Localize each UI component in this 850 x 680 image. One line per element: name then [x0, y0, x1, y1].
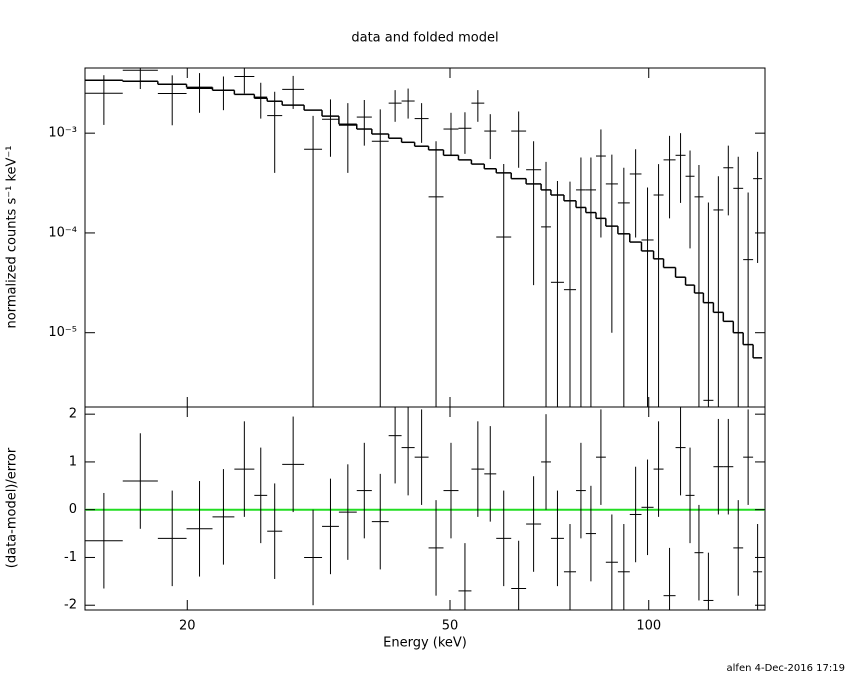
plot-area	[85, 407, 765, 610]
y-axis-label: normalized counts s⁻¹ keV⁻¹	[5, 146, 20, 329]
footer: alfen 4-Dec-2016 17:19	[727, 663, 845, 674]
x-tick-label: 100	[636, 619, 661, 634]
y-tick-label: -1	[64, 550, 77, 565]
x-axis-label: Energy (keV)	[383, 636, 467, 651]
x-tick-label: 20	[179, 619, 196, 634]
chart-title: data and folded model	[351, 31, 498, 46]
y-tick-label: 2	[69, 407, 77, 422]
y-tick-label: 10⁻⁵	[48, 325, 77, 340]
y-tick-label: 10⁻³	[48, 126, 77, 141]
y-tick-label: 10⁻⁴	[48, 225, 77, 240]
plot-area	[85, 68, 763, 407]
y-tick-label: 1	[69, 454, 77, 469]
panel-frame	[84, 406, 766, 611]
y-axis-label: (data-model)/error	[5, 447, 20, 568]
y-tick-label: -2	[64, 598, 77, 613]
y-tick-label: 0	[69, 502, 77, 517]
x-tick-label: 50	[442, 619, 459, 634]
